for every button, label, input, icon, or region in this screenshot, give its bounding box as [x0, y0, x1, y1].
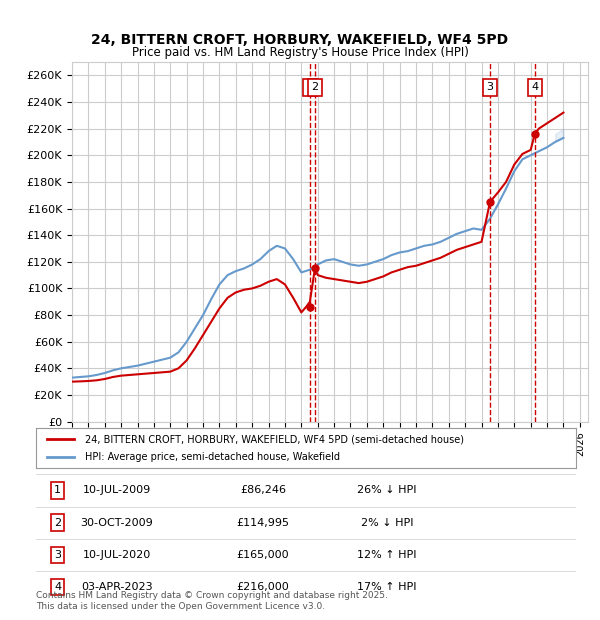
Text: 03-APR-2023: 03-APR-2023: [81, 582, 153, 592]
Text: 17% ↑ HPI: 17% ↑ HPI: [357, 582, 417, 592]
Text: £86,246: £86,246: [240, 485, 286, 495]
Text: Contains HM Land Registry data © Crown copyright and database right 2025.
This d: Contains HM Land Registry data © Crown c…: [36, 591, 388, 611]
Text: 2: 2: [54, 518, 61, 528]
Text: 4: 4: [531, 82, 538, 92]
Text: £165,000: £165,000: [236, 550, 289, 560]
Text: 26% ↓ HPI: 26% ↓ HPI: [357, 485, 417, 495]
Text: HPI: Average price, semi-detached house, Wakefield: HPI: Average price, semi-detached house,…: [85, 452, 340, 462]
Text: 10-JUL-2020: 10-JUL-2020: [83, 550, 151, 560]
Text: Price paid vs. HM Land Registry's House Price Index (HPI): Price paid vs. HM Land Registry's House …: [131, 46, 469, 59]
Text: £216,000: £216,000: [236, 582, 289, 592]
Text: £114,995: £114,995: [236, 518, 289, 528]
Text: 24, BITTERN CROFT, HORBURY, WAKEFIELD, WF4 5PD: 24, BITTERN CROFT, HORBURY, WAKEFIELD, W…: [91, 33, 509, 47]
Text: 12% ↑ HPI: 12% ↑ HPI: [357, 550, 417, 560]
Text: 4: 4: [54, 582, 61, 592]
Text: 3: 3: [487, 82, 494, 92]
Text: 24, BITTERN CROFT, HORBURY, WAKEFIELD, WF4 5PD (semi-detached house): 24, BITTERN CROFT, HORBURY, WAKEFIELD, W…: [85, 434, 464, 444]
Text: 2: 2: [311, 82, 319, 92]
Text: 1: 1: [54, 485, 61, 495]
Text: 10-JUL-2009: 10-JUL-2009: [83, 485, 151, 495]
Text: 1: 1: [307, 82, 313, 92]
Text: 3: 3: [54, 550, 61, 560]
Text: 30-OCT-2009: 30-OCT-2009: [80, 518, 154, 528]
Text: 2% ↓ HPI: 2% ↓ HPI: [361, 518, 413, 528]
